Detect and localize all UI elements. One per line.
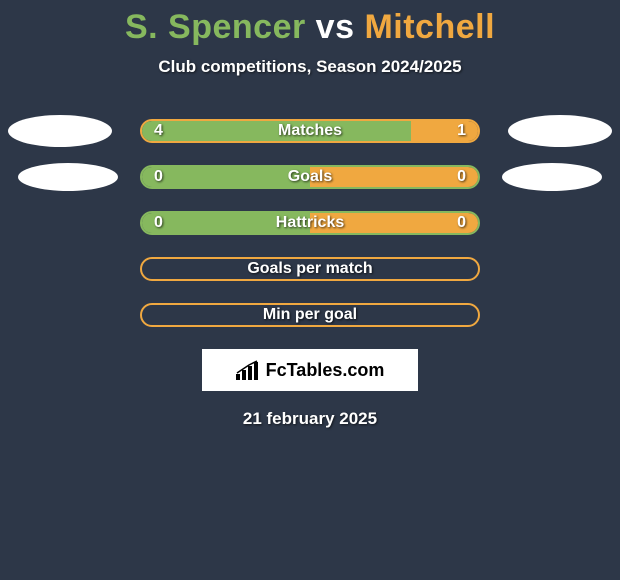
vs-label: vs <box>316 8 355 46</box>
page-title: S. Spencer vs Mitchell <box>0 0 620 47</box>
stat-value-left: 0 <box>154 214 163 232</box>
stat-value-left: 4 <box>154 122 163 140</box>
stat-label: Hattricks <box>276 214 344 232</box>
player2-name: Mitchell <box>364 8 495 46</box>
logo: FcTables.com <box>202 349 418 391</box>
stat-row: Matches 4 1 <box>0 119 620 143</box>
stat-bar: Hattricks 0 0 <box>140 211 480 235</box>
stat-row: Min per goal <box>0 303 620 327</box>
stat-bar: Goals 0 0 <box>140 165 480 189</box>
logo-text: FcTables.com <box>266 360 385 381</box>
stat-label: Goals per match <box>247 260 372 278</box>
bar-left-fill <box>142 121 411 141</box>
subtitle: Club competitions, Season 2024/2025 <box>0 57 620 77</box>
player1-name: S. Spencer <box>125 8 306 46</box>
stat-row: Goals 0 0 <box>0 165 620 189</box>
bar-left-fill <box>142 167 310 187</box>
stat-row: Goals per match <box>0 257 620 281</box>
stat-value-right: 0 <box>457 168 466 186</box>
stat-label: Min per goal <box>263 306 357 324</box>
stats-list: Matches 4 1 Goals 0 0 Hattricks 0 0 Goals per mat… <box>0 119 620 327</box>
ellipse-right <box>508 115 612 147</box>
ellipse-left <box>18 163 118 191</box>
ellipse-right <box>502 163 602 191</box>
stat-bar: Min per goal <box>140 303 480 327</box>
date-label: 21 february 2025 <box>0 409 620 429</box>
stat-value-right: 0 <box>457 214 466 232</box>
stat-label: Matches <box>278 122 342 140</box>
stat-label: Goals <box>288 168 332 186</box>
comparison-widget: S. Spencer vs Mitchell Club competitions… <box>0 0 620 580</box>
chart-icon <box>236 360 260 380</box>
stat-bar: Goals per match <box>140 257 480 281</box>
ellipse-left <box>8 115 112 147</box>
bar-right-fill <box>411 121 478 141</box>
stat-value-left: 0 <box>154 168 163 186</box>
bar-right-fill <box>310 167 478 187</box>
stat-bar: Matches 4 1 <box>140 119 480 143</box>
stat-row: Hattricks 0 0 <box>0 211 620 235</box>
stat-value-right: 1 <box>457 122 466 140</box>
